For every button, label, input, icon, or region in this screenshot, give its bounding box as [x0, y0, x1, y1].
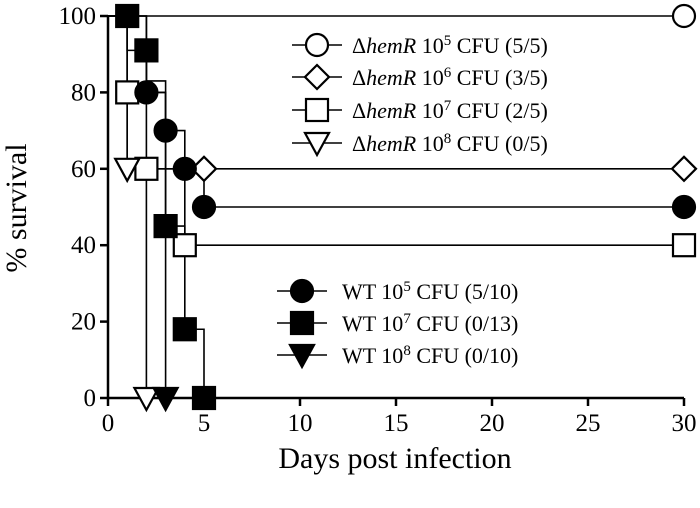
- data-point-series-5: [134, 38, 159, 63]
- legend-label-part: 7: [403, 311, 411, 327]
- legend-label-part: WT 10: [342, 311, 403, 336]
- x-tick-label: 25: [576, 410, 601, 437]
- legend-label: ΔhemR 106 CFU (3/5): [352, 65, 548, 90]
- legend-label-part: 6: [444, 65, 452, 81]
- x-tick-label: 20: [480, 410, 505, 437]
- legend-label-part: 10: [416, 33, 444, 58]
- legend-label-part: CFU (0/13): [411, 311, 519, 336]
- data-point-series-5: [172, 317, 197, 342]
- data-point-series-5: [115, 3, 140, 29]
- data-point-series-5: [153, 214, 178, 239]
- data-point-series-5: [191, 385, 217, 411]
- legend-label-part: CFU (2/5): [451, 98, 548, 123]
- legend-label-part: 10: [416, 65, 444, 90]
- legend-marker: [303, 131, 331, 158]
- legend-label-part: WT 10: [342, 343, 403, 368]
- legend-label-part: Δ: [352, 98, 366, 123]
- y-tick-label: 40: [71, 232, 96, 259]
- legend-marker: [288, 343, 316, 370]
- legend-label-part: hemR: [366, 131, 417, 156]
- y-axis-title: % survival: [0, 143, 33, 272]
- data-point-series-4: [153, 118, 178, 143]
- legend-label-part: Δ: [352, 33, 366, 58]
- legend-label-part: hemR: [366, 33, 417, 58]
- legend-label: ΔhemR 105 CFU (5/5): [352, 33, 548, 58]
- data-point-series-4: [134, 80, 159, 105]
- legend: ΔhemR 105 CFU (5/5)ΔhemR 106 CFU (3/5)Δh…: [277, 32, 548, 370]
- legend-marker: [304, 32, 330, 58]
- legend-label-part: hemR: [366, 98, 417, 123]
- series-markers: [113, 3, 698, 413]
- legend-label: ΔhemR 107 CFU (2/5): [352, 98, 548, 123]
- legend-label: WT 107 CFU (0/13): [342, 311, 518, 336]
- y-tick-label: 80: [71, 79, 96, 106]
- data-point-series-4: [191, 194, 217, 220]
- y-tick-label: 60: [71, 156, 96, 183]
- data-point-series-4: [172, 156, 197, 181]
- legend-label-part: Δ: [352, 131, 366, 156]
- data-point-series-3: [113, 157, 142, 184]
- legend-label-part: 8: [403, 343, 411, 359]
- x-tick-label: 0: [102, 410, 115, 437]
- legend-label: WT 108 CFU (0/10): [342, 343, 518, 368]
- legend-label-part: CFU (5/10): [411, 279, 519, 304]
- legend-label-part: CFU (5/5): [451, 33, 548, 58]
- x-tick-label: 10: [288, 410, 313, 437]
- series-line-6: [108, 15, 167, 398]
- data-point-series-2: [134, 156, 159, 181]
- legend-label: ΔhemR 108 CFU (0/5): [352, 131, 548, 156]
- legend-label-part: CFU (3/5): [451, 65, 548, 90]
- legend-label-part: CFU (0/5): [451, 131, 548, 156]
- data-point-series-2: [172, 233, 197, 258]
- legend-label-part: 8: [444, 131, 452, 147]
- legend-label-part: CFU (0/10): [411, 343, 519, 368]
- legend-marker: [304, 97, 330, 123]
- legend-label-part: Δ: [352, 65, 366, 90]
- legend-marker: [303, 63, 331, 91]
- legend-label-part: 10: [416, 131, 444, 156]
- legend-label: WT 105 CFU (5/10): [342, 279, 518, 304]
- data-point-series-6: [151, 386, 180, 413]
- data-point-series-3: [132, 386, 161, 413]
- data-point-series-4: [671, 194, 697, 220]
- y-tick-label: 100: [59, 3, 97, 30]
- legend-label-part: 10: [416, 98, 444, 123]
- x-tick-label: 30: [672, 410, 697, 437]
- legend-marker: [289, 278, 315, 304]
- legend-label-part: WT 10: [342, 279, 403, 304]
- data-point-series-0: [671, 3, 697, 29]
- y-tick-label: 0: [84, 385, 97, 412]
- legend-label-part: 7: [444, 98, 452, 114]
- legend-label-part: 5: [444, 33, 452, 49]
- x-axis-title: Days post infection: [278, 442, 511, 475]
- legend-label-part: hemR: [366, 65, 417, 90]
- x-tick-label: 15: [384, 410, 409, 437]
- data-point-series-1: [670, 155, 698, 183]
- x-tick-label: 5: [198, 410, 211, 437]
- data-point-series-2: [671, 233, 697, 258]
- y-tick-label: 20: [71, 309, 96, 336]
- legend-label-part: 5: [403, 279, 411, 295]
- legend-marker: [289, 310, 315, 336]
